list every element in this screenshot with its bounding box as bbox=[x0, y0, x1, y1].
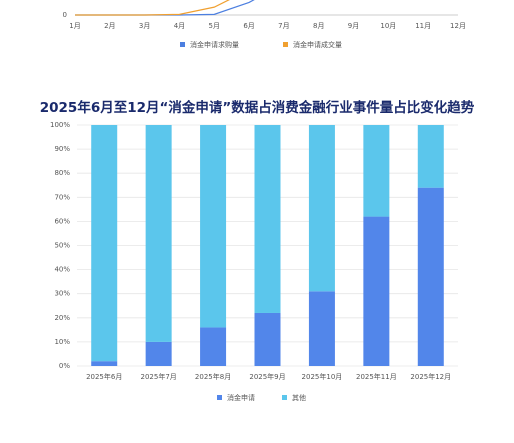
x-tick-label: 9月 bbox=[348, 22, 359, 30]
bar-segment bbox=[145, 341, 172, 366]
bar-segment bbox=[91, 125, 118, 362]
legend-label: 消金申请求购量 bbox=[190, 40, 239, 49]
legend-swatch bbox=[282, 395, 287, 400]
legend-label: 其他 bbox=[292, 393, 306, 402]
y-tick-label: 100% bbox=[50, 121, 70, 129]
y-tick-label: 30% bbox=[54, 290, 70, 298]
legend-swatch bbox=[283, 42, 288, 47]
x-tick-label: 11月 bbox=[415, 22, 431, 30]
bar-segment bbox=[254, 125, 281, 313]
bar-segment bbox=[363, 125, 390, 217]
legend-label: 消金申请成交量 bbox=[293, 40, 342, 49]
x-tick-label: 2025年7月 bbox=[141, 372, 177, 381]
y-tick-label: 10% bbox=[54, 338, 70, 346]
bar-segment bbox=[91, 361, 118, 366]
x-tick-label: 2025年6月 bbox=[86, 372, 122, 381]
y-tick-label: 90% bbox=[54, 145, 70, 153]
y-tick-label: 0 bbox=[63, 11, 67, 19]
legend-label: 消金申请 bbox=[227, 393, 255, 402]
legend-swatch bbox=[217, 395, 222, 400]
bar-segment bbox=[363, 216, 390, 366]
x-tick-label: 6月 bbox=[243, 22, 254, 30]
bar-segment bbox=[308, 291, 335, 366]
y-tick-label: 80% bbox=[54, 169, 70, 177]
x-tick-label: 5月 bbox=[209, 22, 220, 30]
y-tick-label: 20% bbox=[54, 314, 70, 322]
x-tick-label: 2025年12月 bbox=[410, 372, 451, 381]
bar-segment bbox=[417, 125, 444, 188]
x-tick-label: 1月 bbox=[69, 22, 80, 30]
legend-swatch bbox=[180, 42, 185, 47]
x-tick-label: 12月 bbox=[450, 22, 466, 30]
x-tick-label: 2025年10月 bbox=[302, 372, 343, 381]
bar-segment bbox=[200, 327, 227, 366]
y-tick-label: 50% bbox=[54, 242, 70, 250]
x-tick-label: 3月 bbox=[139, 22, 150, 30]
line-series bbox=[75, 0, 230, 16]
x-tick-label: 2025年9月 bbox=[249, 372, 285, 381]
y-tick-label: 60% bbox=[54, 217, 70, 225]
x-tick-label: 10月 bbox=[380, 22, 396, 30]
bar-segment bbox=[417, 187, 444, 366]
x-tick-label: 2025年8月 bbox=[195, 372, 231, 381]
y-tick-label: 0% bbox=[59, 362, 70, 370]
x-tick-label: 8月 bbox=[313, 22, 324, 30]
bar-segment bbox=[254, 312, 281, 366]
bar-segment bbox=[145, 125, 172, 342]
bar-segment bbox=[308, 125, 335, 292]
y-tick-label: 40% bbox=[54, 266, 70, 274]
x-tick-label: 2025年11月 bbox=[356, 372, 397, 381]
x-tick-label: 7月 bbox=[278, 22, 289, 30]
y-tick-label: 70% bbox=[54, 193, 70, 201]
x-tick-label: 4月 bbox=[174, 22, 185, 30]
x-tick-label: 2月 bbox=[104, 22, 115, 30]
chart-title: 2025年6月至12月“消金申请”数据占消费金融行业事件量占比变化趋势 bbox=[40, 99, 475, 116]
bar-segment bbox=[200, 125, 227, 328]
